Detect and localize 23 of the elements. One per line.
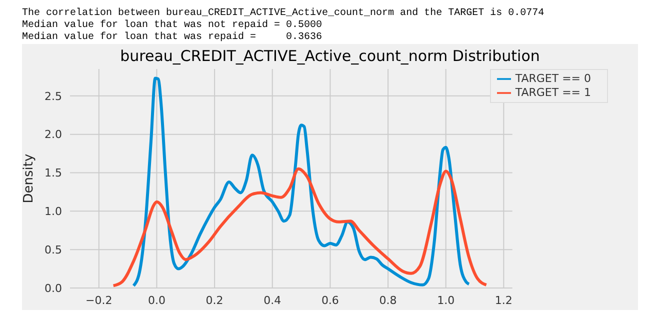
y-tick-label: 1.5: [44, 166, 62, 180]
x-tick-label: 0.6: [321, 294, 339, 307]
y-tick-label: 2.5: [44, 90, 62, 103]
y-tick-label: 0.5: [44, 243, 62, 256]
text: The correlation between bureau_CREDIT_ACTIVE_Active_count_norm and the TARGET is 0.0774: [22, 8, 546, 20]
y-tick-label: 0.0: [44, 282, 62, 295]
text: Median value for loan that was not repaid = 0.5000: [22, 20, 324, 32]
x-tick-label: 0.0: [148, 294, 166, 307]
y-tick-label: 2.0: [44, 128, 62, 142]
legend-label: TARGET == 1: [515, 86, 591, 100]
line-series: [132, 76, 470, 288]
x-tick-label: 0.4: [264, 294, 282, 307]
y-tick-label: 1.0: [44, 205, 62, 218]
x-tick-label: 1.2: [494, 294, 512, 307]
y-axis-title: Density: [22, 153, 37, 204]
text: Median value for loan that was repaid = 0.3636: [22, 32, 324, 44]
x-tick-label: 0.2: [206, 294, 224, 307]
line-series: [112, 167, 488, 288]
x-tick-label: −0.2: [86, 294, 112, 307]
legend-label: TARGET == 0: [515, 72, 591, 86]
x-tick-label: 1.0: [437, 294, 455, 307]
x-tick-label: 0.8: [379, 294, 397, 307]
chart-title: bureau_CREDIT_ACTIVE_Active_count_norm Distribution: [119, 46, 541, 65]
